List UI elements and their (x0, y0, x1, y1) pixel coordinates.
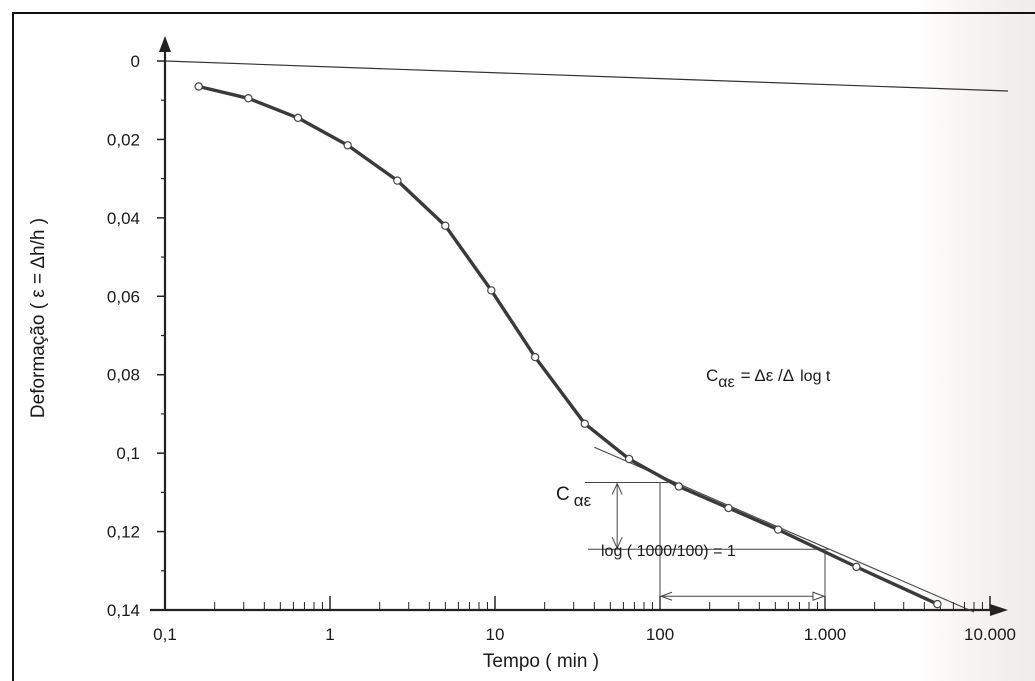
up-arrow-icon (611, 482, 623, 495)
data-point (724, 503, 733, 513)
data-points (194, 82, 942, 609)
x-tick-label: 1.000 (804, 625, 847, 644)
data-point (933, 599, 942, 609)
x-tick-label: 0,1 (153, 625, 177, 644)
y-axis (159, 36, 171, 610)
data-point (624, 454, 634, 464)
y-tick-label: 0,1 (116, 444, 140, 463)
data-point (393, 176, 402, 185)
y-axis-arrow-icon (159, 36, 171, 52)
x-tick-label: 10 (486, 625, 505, 644)
data-point (441, 221, 450, 230)
data-point (194, 82, 203, 91)
x-axis-title: Tempo ( min ) (483, 651, 599, 672)
series-curve (198, 84, 939, 606)
y-tick-label: 0,02 (107, 130, 140, 149)
y-ticks: 0 0,02 0,04 0,06 0,08 0,1 0,12 0,14 (107, 52, 165, 620)
right-arrow-icon (812, 591, 826, 601)
y-tick-label: 0,06 (107, 287, 140, 306)
data-point (852, 562, 861, 572)
data-point (530, 352, 540, 362)
left-arrow-icon (659, 591, 673, 601)
data-point (487, 286, 496, 295)
data-point (343, 141, 352, 150)
y-tick-label: 0,12 (107, 523, 140, 542)
y-tick-label: 0 (131, 52, 140, 71)
figure-frame (12, 12, 1035, 681)
down-arrow-icon (611, 537, 623, 550)
data-point (580, 419, 589, 428)
zero-line (164, 60, 1009, 92)
data-point (773, 525, 783, 534)
x-tick-label: 100 (646, 625, 674, 644)
data-point (293, 113, 303, 123)
formula-annotation: Cαε = Δε /Δ log t (706, 366, 831, 391)
x-ticks: 0,1 1 10 100 1.000 10.000 (153, 596, 1016, 644)
y-tick-label: 0,04 (107, 209, 140, 228)
y-tick-label: 0,08 (107, 366, 140, 385)
data-point (674, 482, 684, 491)
data-point (244, 94, 253, 103)
y-tick-label: 0,14 (107, 601, 140, 620)
y-axis-title: Deformação ( ε = Δh/h ) (28, 218, 49, 418)
x-axis (150, 604, 1008, 616)
x-tick-label: 10.000 (964, 625, 1016, 644)
log-ratio-label: log ( 1000/100) = 1 (601, 543, 736, 560)
annotation-lines (585, 482, 829, 609)
x-tick-label: 1 (325, 625, 334, 644)
x-axis-arrow-icon (990, 604, 1008, 616)
